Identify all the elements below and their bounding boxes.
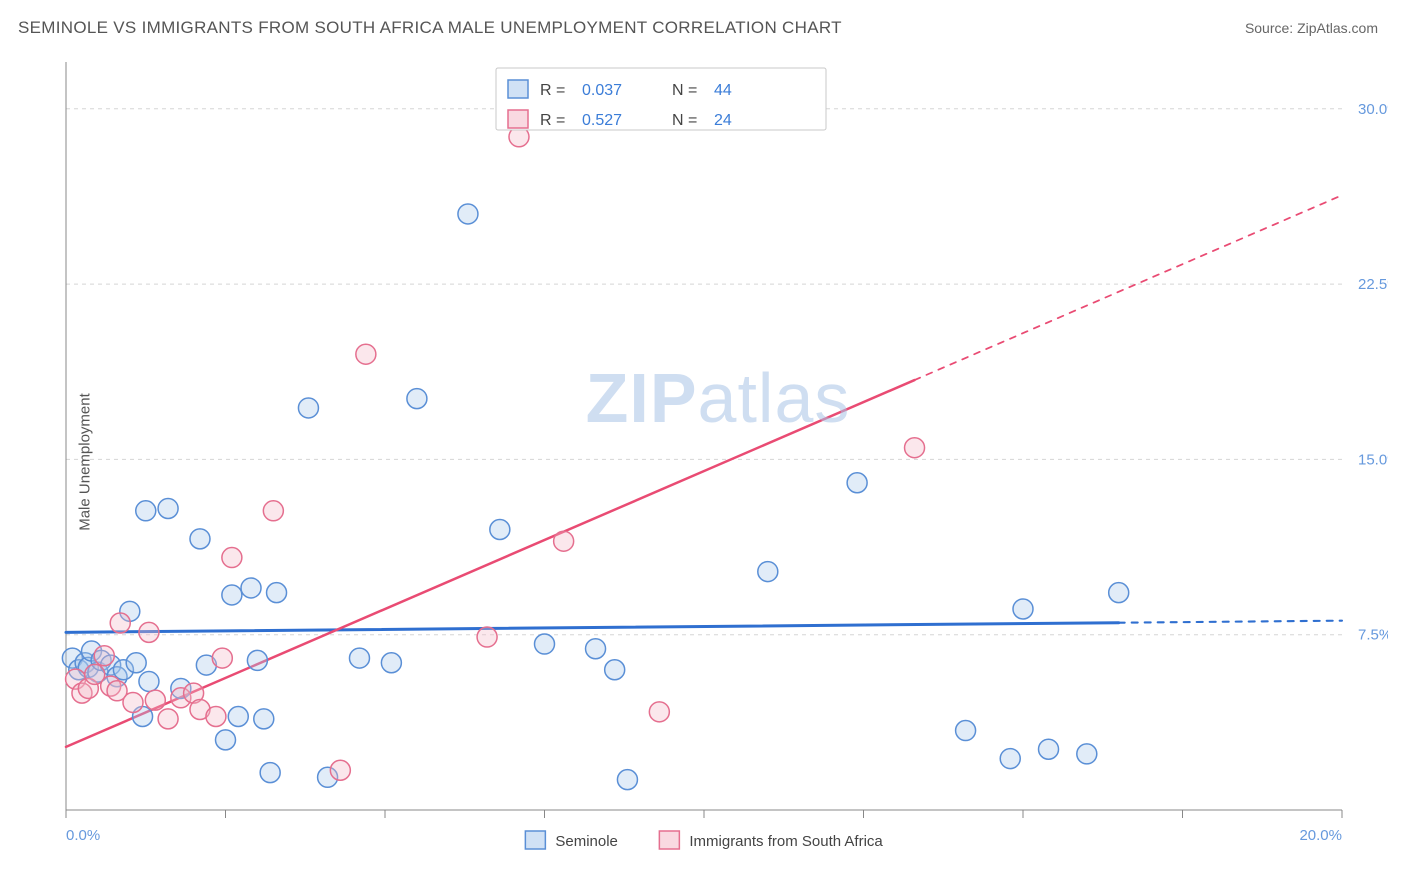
- data-point-seminole: [1039, 739, 1059, 759]
- source-attribution: Source: ZipAtlas.com: [1245, 20, 1378, 36]
- data-point-immigrants: [139, 622, 159, 642]
- data-point-seminole: [617, 770, 637, 790]
- data-point-seminole: [190, 529, 210, 549]
- data-point-seminole: [298, 398, 318, 418]
- data-point-seminole: [407, 389, 427, 409]
- data-point-immigrants: [477, 627, 497, 647]
- data-point-immigrants: [222, 548, 242, 568]
- data-point-seminole: [158, 498, 178, 518]
- trend-line-extrap-immigrants: [915, 195, 1342, 380]
- y-tick-label: 7.5%: [1358, 627, 1388, 644]
- x-tick-label: 20.0%: [1299, 827, 1342, 844]
- data-point-immigrants: [905, 438, 925, 458]
- legend-label-immigrants: Immigrants from South Africa: [689, 833, 883, 850]
- data-point-seminole: [586, 639, 606, 659]
- data-point-seminole: [139, 671, 159, 691]
- legend-label-seminole: Seminole: [555, 833, 618, 850]
- stats-N-value: 44: [714, 82, 732, 99]
- data-point-seminole: [956, 721, 976, 741]
- y-axis-label: Male Unemployment: [76, 393, 93, 531]
- data-point-seminole: [535, 634, 555, 654]
- data-point-seminole: [241, 578, 261, 598]
- legend-swatch-immigrants: [659, 831, 679, 849]
- data-point-seminole: [267, 583, 287, 603]
- data-point-immigrants: [94, 646, 114, 666]
- data-point-immigrants: [649, 702, 669, 722]
- data-point-seminole: [381, 653, 401, 673]
- stats-R-label: R =: [540, 112, 565, 129]
- scatter-chart: 7.5% 15.0% 22.5% 30.0% 0.0% 20.0% R = 0.037 N = 4…: [48, 62, 1388, 862]
- y-tick-label: 15.0%: [1358, 451, 1388, 468]
- data-point-seminole: [228, 707, 248, 727]
- data-point-seminole: [349, 648, 369, 668]
- data-point-immigrants: [110, 613, 130, 633]
- data-point-seminole: [216, 730, 236, 750]
- data-point-seminole: [1077, 744, 1097, 764]
- data-point-immigrants: [554, 531, 574, 551]
- stats-R-label: R =: [540, 82, 565, 99]
- x-tick-label: 0.0%: [66, 827, 100, 844]
- data-point-seminole: [458, 204, 478, 224]
- data-point-immigrants: [212, 648, 232, 668]
- data-point-seminole: [222, 585, 242, 605]
- data-point-immigrants: [123, 692, 143, 712]
- data-point-seminole: [247, 650, 267, 670]
- y-tick-label: 22.5%: [1358, 276, 1388, 293]
- data-point-seminole: [490, 520, 510, 540]
- data-point-seminole: [605, 660, 625, 680]
- chart-container: Male Unemployment ZIPatlas 7.5%15.0%22.5…: [48, 62, 1388, 862]
- chart-title: SEMINOLE VS IMMIGRANTS FROM SOUTH AFRICA…: [18, 18, 842, 38]
- y-tick-label: 30.0%: [1358, 101, 1388, 118]
- stats-swatch-seminole: [508, 80, 528, 98]
- data-point-seminole: [1000, 749, 1020, 769]
- legend-swatch-seminole: [525, 831, 545, 849]
- data-point-immigrants: [263, 501, 283, 521]
- data-point-seminole: [136, 501, 156, 521]
- data-point-seminole: [1013, 599, 1033, 619]
- stats-N-label: N =: [672, 82, 697, 99]
- stats-R-value: 0.037: [582, 82, 622, 99]
- stats-N-label: N =: [672, 112, 697, 129]
- data-point-immigrants: [356, 344, 376, 364]
- stats-R-value: 0.527: [582, 112, 622, 129]
- data-point-seminole: [1109, 583, 1129, 603]
- trend-line-extrap-seminole: [1119, 621, 1342, 623]
- data-point-seminole: [260, 763, 280, 783]
- data-point-seminole: [758, 562, 778, 582]
- data-point-seminole: [126, 653, 146, 673]
- data-point-immigrants: [158, 709, 178, 729]
- data-point-seminole: [847, 473, 867, 493]
- stats-swatch-immigrants: [508, 110, 528, 128]
- trend-line-seminole: [66, 623, 1119, 633]
- data-point-immigrants: [145, 690, 165, 710]
- data-point-seminole: [254, 709, 274, 729]
- stats-N-value: 24: [714, 112, 732, 129]
- data-point-immigrants: [330, 760, 350, 780]
- data-point-immigrants: [206, 707, 226, 727]
